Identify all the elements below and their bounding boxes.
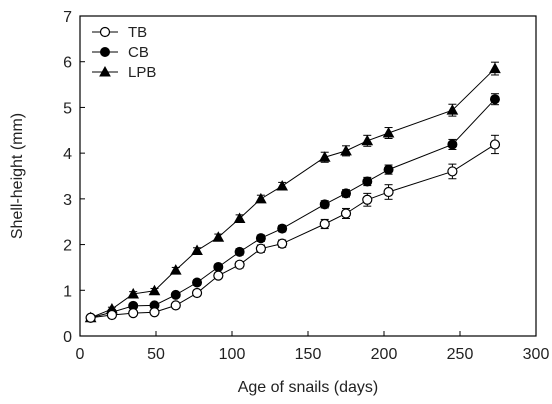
data-point-cb	[170, 289, 181, 300]
legend-label-lpb: LPB	[128, 64, 156, 81]
data-point-lpb	[382, 126, 395, 138]
data-point-lpb	[169, 264, 182, 275]
data-point-tb	[340, 208, 352, 219]
data-point-cb	[213, 261, 224, 272]
data-point-tb	[191, 287, 203, 299]
data-point-cb	[362, 176, 373, 187]
x-axis-title: Age of snails (days)	[238, 379, 379, 396]
y-tick-label: 7	[63, 9, 72, 26]
data-point-cb	[319, 199, 330, 210]
series-cb	[85, 93, 500, 323]
y-axis: 0 1 2 3 4 5 6 7	[63, 9, 85, 346]
data-point-tb	[213, 270, 224, 281]
data-point-lpb	[318, 151, 331, 162]
data-point-lpb	[340, 144, 352, 156]
x-tick-label: 200	[371, 346, 398, 363]
legend-marker-lpb	[99, 65, 111, 77]
x-tick-label: 50	[147, 346, 165, 363]
y-tick-label: 0	[63, 329, 72, 346]
data-point-lpb	[446, 104, 459, 115]
data-point-lpb	[233, 212, 246, 224]
x-tick-label: 250	[447, 346, 474, 363]
series-line-lpb	[90, 68, 496, 319]
data-point-tb	[85, 312, 96, 323]
data-point-lpb	[127, 287, 140, 299]
legend-label-tb: TB	[128, 24, 147, 41]
y-tick-label: 2	[63, 238, 72, 255]
data-point-tb	[489, 139, 501, 150]
data-point-tb	[106, 309, 118, 321]
y-tick-label: 1	[63, 283, 72, 300]
data-point-cb	[447, 139, 458, 150]
y-tick-label: 5	[63, 100, 72, 117]
legend-label-cb: CB	[128, 44, 149, 61]
data-point-lpb	[489, 62, 501, 74]
x-tick-label: 150	[295, 346, 322, 363]
legend-item-tb: TB	[92, 24, 147, 41]
data-point-lpb	[276, 180, 289, 191]
data-point-tb	[447, 166, 458, 177]
data-point-tb	[277, 238, 288, 249]
data-point-cb	[192, 277, 203, 288]
series-layer	[84, 61, 501, 323]
x-axis: 0 50 100 150 200 250 300	[76, 331, 550, 363]
legend-marker-cb	[100, 47, 110, 57]
series-lpb	[84, 61, 501, 323]
data-point-tb	[255, 243, 266, 254]
series-line-tb	[90, 144, 496, 319]
data-point-tb	[362, 194, 373, 205]
x-tick-label: 0	[76, 346, 85, 363]
data-point-tb	[170, 300, 181, 311]
data-point-lpb	[148, 284, 161, 296]
x-tick-label: 100	[219, 346, 246, 363]
legend-item-lpb: LPB	[92, 64, 156, 81]
data-point-cb	[341, 188, 351, 199]
data-point-cb	[277, 223, 288, 234]
data-point-tb	[234, 259, 245, 270]
series-line-cb	[90, 98, 496, 319]
legend-marker-tb	[99, 26, 111, 38]
legend-item-cb: CB	[92, 44, 149, 61]
y-tick-label: 4	[63, 146, 72, 163]
y-axis-title: Shell-height (mm)	[9, 113, 26, 239]
data-point-lpb	[191, 244, 203, 256]
data-point-cb	[234, 246, 245, 257]
data-point-tb	[319, 218, 330, 230]
series-tb	[85, 134, 501, 323]
data-point-cb	[489, 94, 500, 105]
data-point-lpb	[255, 192, 267, 204]
data-point-cb	[383, 164, 394, 175]
data-point-cb	[255, 233, 266, 244]
data-point-tb	[149, 307, 160, 318]
data-point-lpb	[212, 231, 225, 242]
data-point-tb	[383, 186, 394, 198]
data-point-lpb	[361, 134, 374, 146]
legend: TB CB LPB	[92, 24, 156, 81]
y-tick-label: 6	[63, 55, 72, 72]
data-point-tb	[128, 308, 139, 319]
y-tick-label: 3	[63, 192, 72, 209]
x-tick-label: 300	[523, 346, 550, 363]
